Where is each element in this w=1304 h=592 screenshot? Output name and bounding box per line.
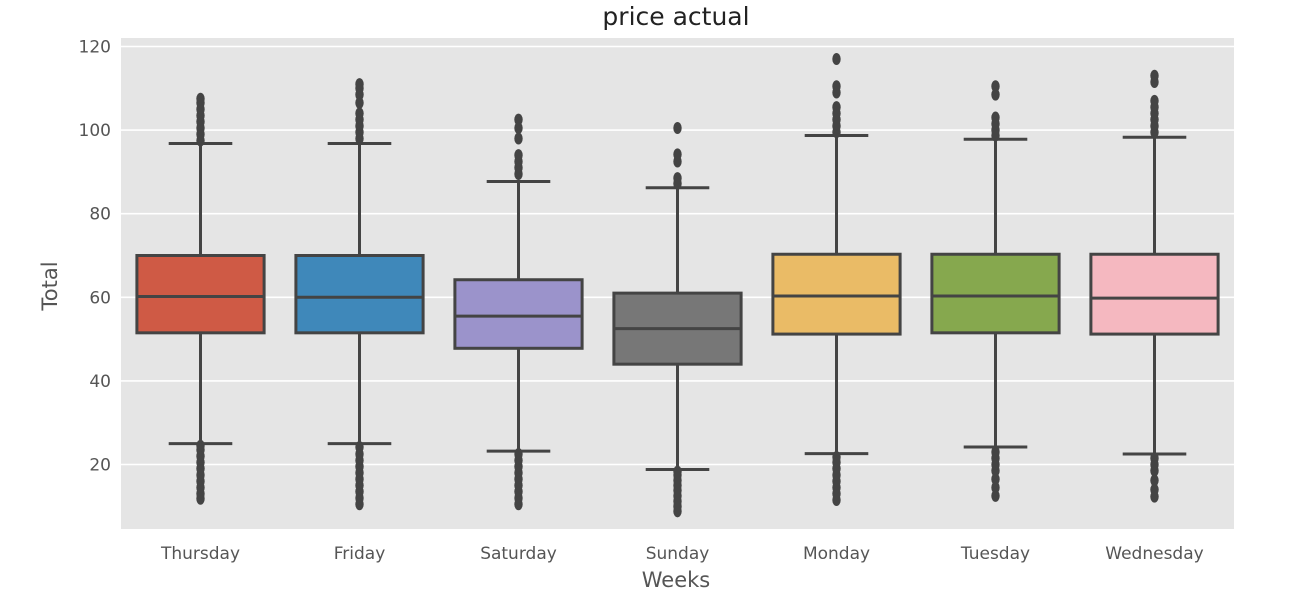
chart-title: price actual xyxy=(602,2,749,31)
box-thursday xyxy=(135,92,266,505)
box-monday xyxy=(771,53,902,507)
x-tick-label: Sunday xyxy=(646,544,710,564)
x-tick-label: Wednesday xyxy=(1105,544,1203,564)
iqr-box xyxy=(930,252,1061,335)
y-tick-label: 100 xyxy=(79,121,111,141)
outlier-point xyxy=(514,132,523,145)
y-tick-label: 80 xyxy=(89,205,111,225)
outlier-point xyxy=(991,481,1000,494)
outlier-point xyxy=(673,148,682,161)
outlier-point xyxy=(673,172,682,185)
outlier-point xyxy=(1150,474,1159,487)
outlier-point xyxy=(832,53,841,66)
x-axis-ticks: Thursday Friday Saturday Sunday Monday Tuesda… xyxy=(160,544,1204,564)
iqr-box xyxy=(771,252,902,336)
x-tick-label: Monday xyxy=(803,544,870,564)
y-axis-ticks: 20 40 60 80 100 120 xyxy=(79,38,111,476)
outlier-point xyxy=(1150,483,1159,496)
outlier-point xyxy=(991,473,1000,486)
outlier-point xyxy=(832,450,841,463)
outlier-point xyxy=(514,448,523,461)
outlier-point xyxy=(991,489,1000,502)
outlier-point xyxy=(355,78,364,91)
outlier-point xyxy=(355,96,364,109)
outlier-point xyxy=(673,465,682,478)
outlier-point xyxy=(673,122,682,135)
boxes xyxy=(135,53,1220,518)
y-tick-label: 20 xyxy=(89,456,111,476)
outlier-point xyxy=(514,122,523,135)
outlier-point xyxy=(355,440,364,453)
outlier-point xyxy=(355,107,364,120)
box-friday xyxy=(294,78,425,511)
outlier-point xyxy=(1150,94,1159,107)
iqr-box xyxy=(453,278,584,350)
outlier-point xyxy=(991,111,1000,124)
x-tick-label: Thursday xyxy=(160,544,240,564)
box-wednesday xyxy=(1089,69,1220,503)
iqr-box xyxy=(1089,252,1220,336)
x-axis-title: Weeks xyxy=(642,568,710,592)
outlier-point xyxy=(832,80,841,93)
y-tick-label: 120 xyxy=(79,38,111,58)
box-tuesday xyxy=(930,80,1061,502)
x-tick-label: Friday xyxy=(334,544,386,564)
box-saturday xyxy=(453,113,584,511)
iqr-box xyxy=(294,254,425,335)
outlier-point xyxy=(1150,69,1159,82)
outlier-point xyxy=(514,113,523,126)
outlier-point xyxy=(514,149,523,162)
box-sunday xyxy=(612,122,743,518)
outlier-point xyxy=(991,445,1000,458)
outlier-point xyxy=(196,439,205,452)
x-tick-label: Tuesday xyxy=(960,544,1030,564)
outlier-point xyxy=(991,88,1000,101)
y-axis-title: Total xyxy=(38,261,62,311)
outlier-point xyxy=(991,80,1000,93)
x-tick-label: Saturday xyxy=(480,544,557,564)
outlier-point xyxy=(832,101,841,114)
outlier-point xyxy=(196,92,205,105)
iqr-box xyxy=(135,254,266,335)
y-tick-label: 60 xyxy=(89,288,111,308)
outlier-point xyxy=(1150,452,1159,465)
y-tick-label: 40 xyxy=(89,372,111,392)
